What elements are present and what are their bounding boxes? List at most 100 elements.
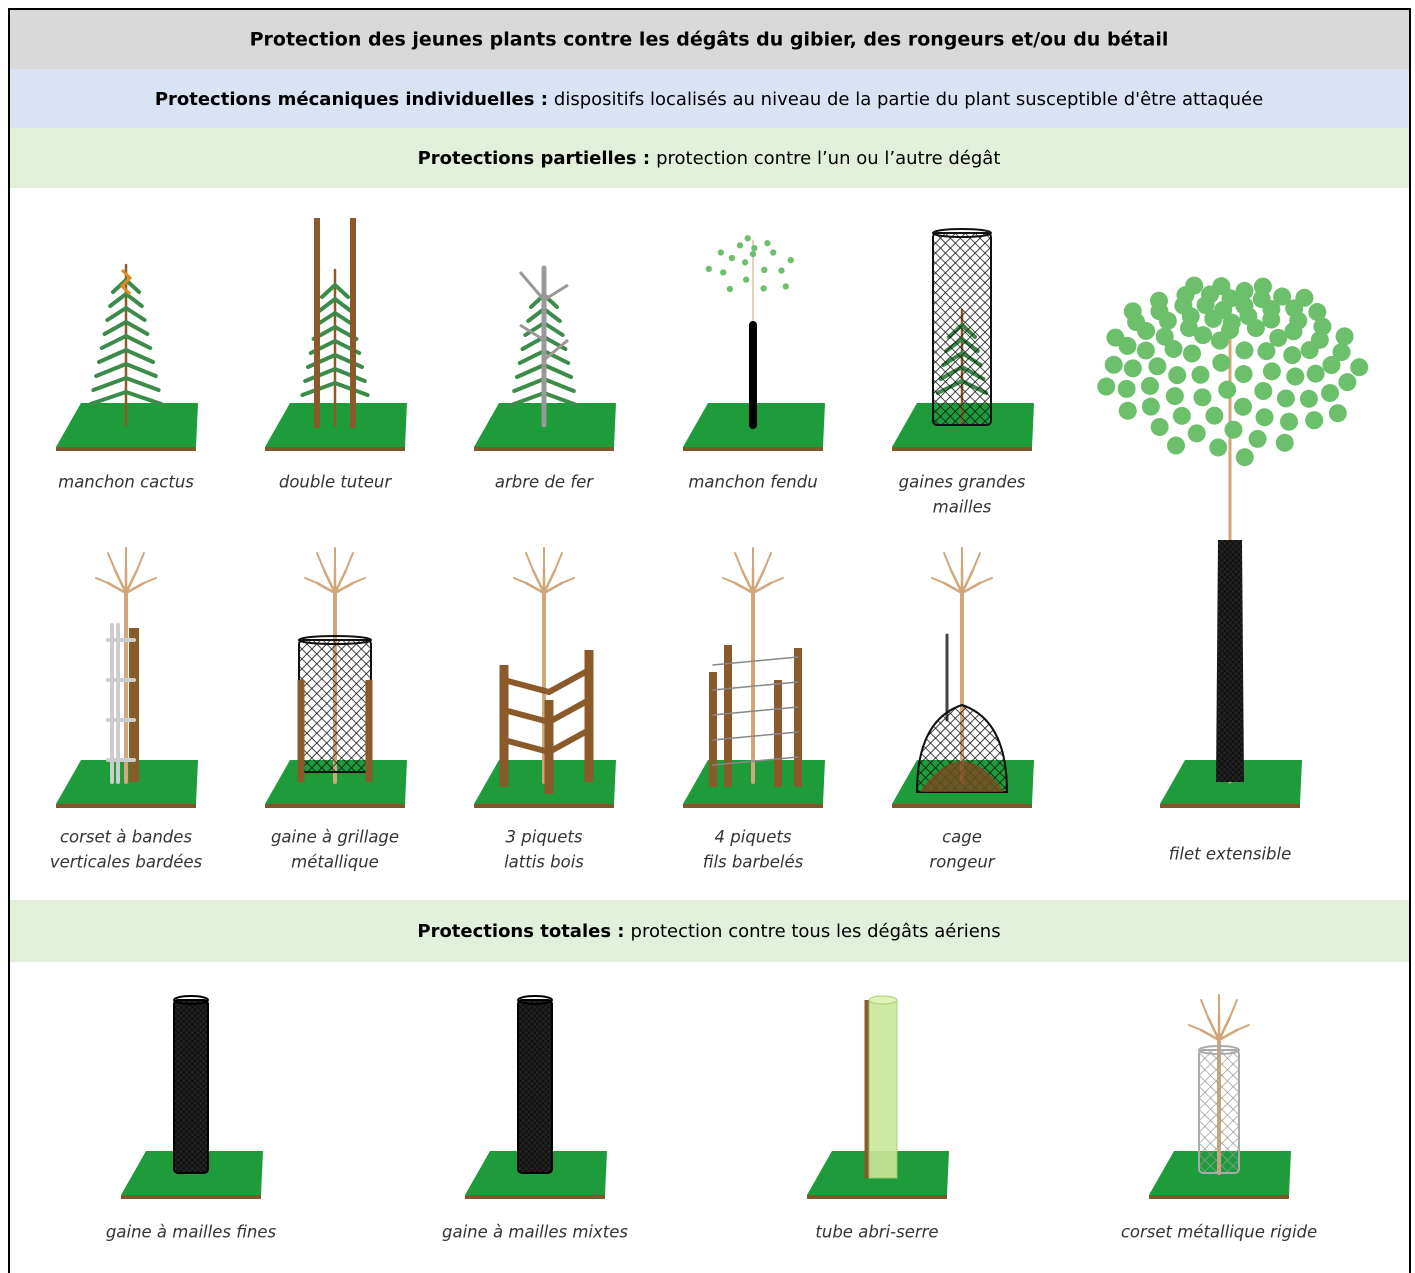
ground-edge — [56, 447, 196, 451]
leaf — [1150, 292, 1168, 310]
leaf — [1119, 402, 1137, 420]
leaf — [788, 257, 794, 263]
page: Protection des jeunes plants contre les … — [0, 0, 1415, 1273]
leaf — [1307, 365, 1325, 383]
leaf — [1209, 438, 1227, 456]
leaf — [1142, 398, 1160, 416]
leaf — [1166, 387, 1184, 405]
caption: manchon cactus — [58, 473, 194, 492]
individual-heading: Protections mécaniques individuelles : di… — [155, 89, 1263, 110]
leaf — [1276, 434, 1294, 452]
leaf — [1173, 407, 1191, 425]
mesh-tube — [174, 1000, 208, 1173]
leaf — [764, 240, 770, 246]
ground-edge — [265, 804, 405, 808]
leaf — [1338, 373, 1356, 391]
leaf — [718, 249, 724, 255]
heading-label: Protections partielles : — [418, 148, 650, 169]
leaf — [1151, 418, 1169, 436]
ground-edge — [121, 1195, 261, 1199]
leaf — [1308, 303, 1326, 321]
leaf — [1321, 384, 1339, 402]
leaf — [1236, 282, 1254, 300]
leaf — [1336, 327, 1354, 345]
leaf — [1254, 278, 1272, 296]
leaf — [1124, 302, 1142, 320]
caption: métallique — [291, 853, 379, 872]
caption: arbre de fer — [495, 473, 594, 492]
leaf — [1254, 382, 1272, 400]
leaf — [1224, 421, 1242, 439]
caption: cage — [942, 828, 982, 847]
leaf — [720, 269, 726, 275]
ground-edge — [1149, 1195, 1289, 1199]
total-heading: Protections totales : protection contre t… — [417, 921, 1000, 942]
mesh-tube — [933, 233, 991, 425]
extensible-net — [1216, 540, 1244, 782]
leaf — [1218, 381, 1236, 399]
leaf — [1156, 328, 1174, 346]
heading-text: protection contre tous les dégâts aérien… — [631, 921, 1001, 942]
leaf — [1148, 357, 1166, 375]
ground-edge — [1160, 804, 1300, 808]
caption: gaine à mailles fines — [106, 1223, 277, 1242]
leaf — [770, 249, 776, 255]
leaf — [1333, 343, 1351, 361]
leaf — [1300, 390, 1318, 408]
tube-rim — [869, 996, 897, 1004]
leaf — [1167, 437, 1185, 455]
leaf — [1168, 366, 1186, 384]
leaf — [1235, 341, 1253, 359]
stake — [794, 648, 802, 787]
heading-text: protection contre l’un ou l’autre dégât — [656, 148, 1000, 169]
leaf — [1280, 413, 1298, 431]
leaf — [743, 276, 749, 282]
caption: corset métallique rigide — [1121, 1223, 1317, 1242]
ground-edge — [807, 1195, 947, 1199]
shelter-tube — [869, 1000, 897, 1178]
heading-label: Protections totales : — [417, 921, 624, 942]
leaf — [1188, 424, 1206, 442]
leaf — [1236, 448, 1254, 466]
heading-text: dispositifs localisés au niveau de la pa… — [554, 89, 1263, 110]
leaf — [1295, 289, 1313, 307]
leaf — [1235, 365, 1253, 383]
leaf — [1097, 378, 1115, 396]
leaf — [742, 259, 748, 265]
partial-heading: Protections partielles : protection contr… — [418, 148, 1001, 169]
leaf — [706, 266, 712, 272]
leaf — [750, 251, 756, 257]
leaf — [1191, 366, 1209, 384]
mesh-tube — [518, 1000, 552, 1173]
leaf — [751, 245, 757, 251]
heading-label: Protections mécaniques individuelles : — [155, 89, 548, 110]
leaf — [1193, 388, 1211, 406]
caption: verticales bardées — [50, 853, 203, 872]
ground-edge — [683, 447, 823, 451]
caption: 3 piquets — [506, 828, 583, 847]
leaf — [1124, 359, 1142, 377]
caption: mailles — [933, 498, 992, 517]
leaf — [778, 267, 784, 273]
caption: double tuteur — [279, 473, 392, 492]
leaf — [1286, 368, 1304, 386]
caption: fils barbelés — [703, 853, 804, 872]
leaf — [1256, 408, 1274, 426]
leaf — [1105, 356, 1123, 374]
leaf — [1277, 389, 1295, 407]
leaf — [745, 235, 751, 241]
stake — [724, 645, 732, 787]
ground-edge — [892, 804, 1032, 808]
leaf — [783, 283, 789, 289]
leaf — [1329, 404, 1347, 422]
leaf — [1263, 362, 1281, 380]
leaf — [1106, 329, 1124, 347]
leaf — [1183, 344, 1201, 362]
leaf — [1234, 398, 1252, 416]
caption: filet extensible — [1169, 845, 1292, 864]
stake — [298, 680, 305, 782]
ground-edge — [265, 447, 405, 451]
caption: rongeur — [929, 853, 995, 872]
leaf — [737, 242, 743, 248]
leaf — [1212, 354, 1230, 372]
